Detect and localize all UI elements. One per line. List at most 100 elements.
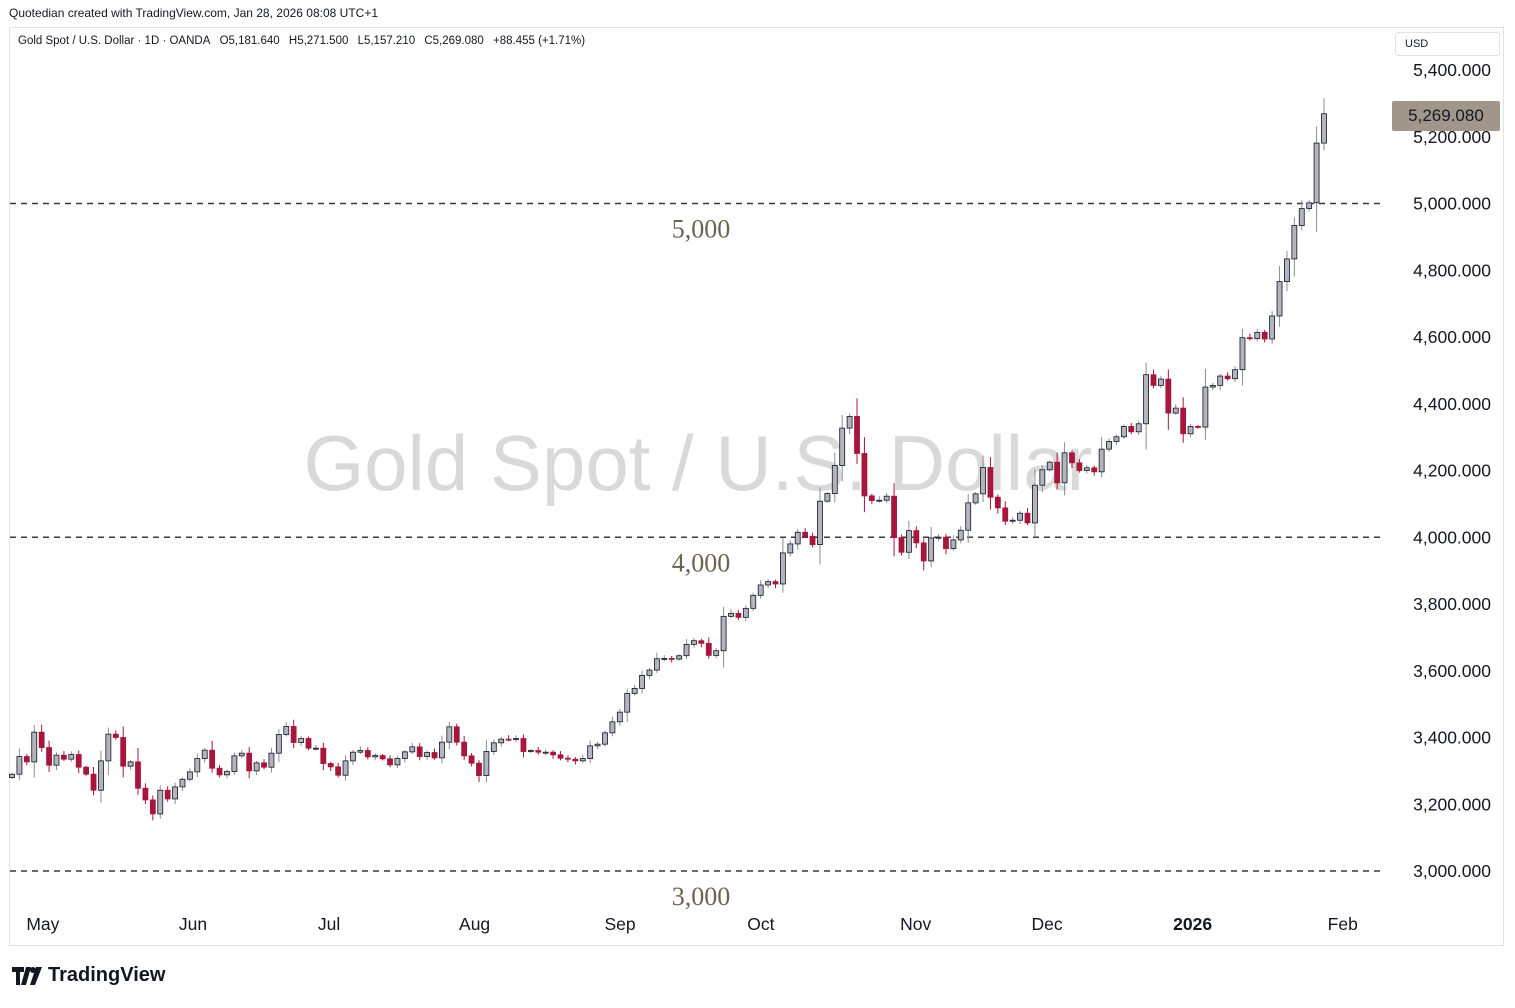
- candle: [439, 735, 445, 764]
- y-tick-label: 4,000.000: [1413, 527, 1491, 547]
- candle: [505, 735, 512, 742]
- candle: [387, 755, 393, 768]
- candle-body: [994, 496, 1001, 509]
- candle-body: [1321, 113, 1327, 144]
- candle-body: [646, 669, 653, 676]
- candle: [75, 750, 82, 773]
- candle-body: [935, 536, 942, 539]
- y-tick-label: 3,000.000: [1413, 861, 1491, 881]
- candle: [1120, 424, 1127, 439]
- y-axis[interactable]: 3,000.000 3,200.000 3,400.000 3,600.000 3,80…: [1413, 60, 1491, 881]
- candle: [698, 638, 705, 648]
- candle: [468, 753, 475, 767]
- candle-body: [490, 742, 497, 752]
- candle-body: [305, 738, 312, 749]
- candle: [98, 750, 104, 803]
- candle-body: [68, 754, 75, 760]
- candle: [68, 751, 75, 762]
- candle-body: [1269, 315, 1276, 340]
- candle: [854, 398, 860, 464]
- candle-body: [105, 733, 112, 762]
- candle-body: [602, 732, 608, 745]
- candle-body: [224, 771, 230, 776]
- candle: [950, 535, 957, 551]
- candle: [1202, 368, 1209, 440]
- candle-body: [698, 640, 705, 644]
- candle: [705, 637, 712, 659]
- legend-high: H5,271.500: [288, 35, 349, 47]
- candle: [483, 739, 490, 783]
- candle-body: [676, 655, 683, 660]
- y-tick-label: 5,400.000: [1413, 60, 1491, 80]
- level-lines-layer: 5,000 4,000 3,000: [10, 202, 1385, 911]
- candle-body: [1143, 374, 1150, 425]
- candle: [53, 752, 60, 771]
- candle-body: [149, 799, 156, 815]
- candle: [728, 609, 734, 619]
- candle: [60, 751, 67, 762]
- candle-body: [1150, 374, 1157, 386]
- candle: [1217, 373, 1224, 391]
- candle: [913, 526, 920, 549]
- candle: [557, 751, 564, 761]
- candle: [186, 768, 193, 782]
- candle: [1165, 369, 1172, 430]
- candle: [268, 747, 275, 773]
- candle-body: [527, 750, 534, 752]
- candle-body: [839, 427, 846, 466]
- candle-body: [854, 416, 860, 454]
- y-tick-label: 5,200.000: [1413, 127, 1491, 147]
- candle: [320, 742, 327, 770]
- candle-body: [1224, 375, 1231, 380]
- symbol-title[interactable]: Gold Spot / U.S. Dollar · 1D · OANDA: [18, 35, 211, 47]
- candle-body: [1032, 484, 1038, 524]
- candle-body: [439, 741, 445, 759]
- candle: [209, 740, 216, 773]
- candle-body: [520, 738, 527, 752]
- candle-body: [1239, 337, 1246, 371]
- candle: [1180, 397, 1187, 443]
- candle: [342, 755, 349, 781]
- candle-body: [172, 786, 178, 800]
- x-tick-label: 2026: [1173, 914, 1212, 934]
- x-tick-label: Oct: [747, 914, 774, 934]
- candle: [194, 753, 201, 778]
- candle: [965, 494, 972, 543]
- candle-body: [186, 771, 193, 780]
- candle: [639, 670, 645, 694]
- candle-body: [594, 743, 601, 747]
- candle: [38, 724, 45, 752]
- candle-body: [335, 766, 342, 776]
- candle-body: [313, 747, 319, 750]
- candle-body: [861, 453, 868, 497]
- candle-body: [1017, 512, 1023, 521]
- candle: [1239, 328, 1246, 386]
- candle-body: [387, 758, 393, 766]
- candle-body: [446, 726, 453, 743]
- candle: [31, 724, 38, 778]
- y-tick-label: 4,800.000: [1413, 260, 1491, 280]
- candle-body: [1120, 426, 1127, 438]
- currency-selector[interactable]: USD: [1395, 32, 1500, 56]
- candle-body: [135, 761, 141, 789]
- x-axis[interactable]: May Jun Jul Aug Sep Oct Nov Dec 2026 Feb: [26, 914, 1358, 934]
- candle: [609, 716, 616, 737]
- x-tick-label: Feb: [1328, 914, 1358, 934]
- candle: [216, 765, 223, 778]
- candle: [1135, 420, 1142, 436]
- candle-body: [1180, 407, 1187, 435]
- candle-body: [194, 758, 201, 773]
- candle: [802, 528, 809, 539]
- candle: [394, 755, 401, 769]
- candle: [668, 655, 675, 663]
- candle-body: [350, 751, 356, 762]
- tradingview-logo[interactable]: TradingView: [12, 964, 165, 987]
- candle: [624, 688, 631, 722]
- chart-credit: Quotedian created with TradingView.com, …: [9, 6, 379, 20]
- candle-body: [631, 688, 638, 694]
- candle-body: [290, 726, 297, 743]
- candle-body: [1246, 337, 1253, 340]
- candle-body: [1254, 331, 1261, 340]
- candle-body: [9, 773, 15, 778]
